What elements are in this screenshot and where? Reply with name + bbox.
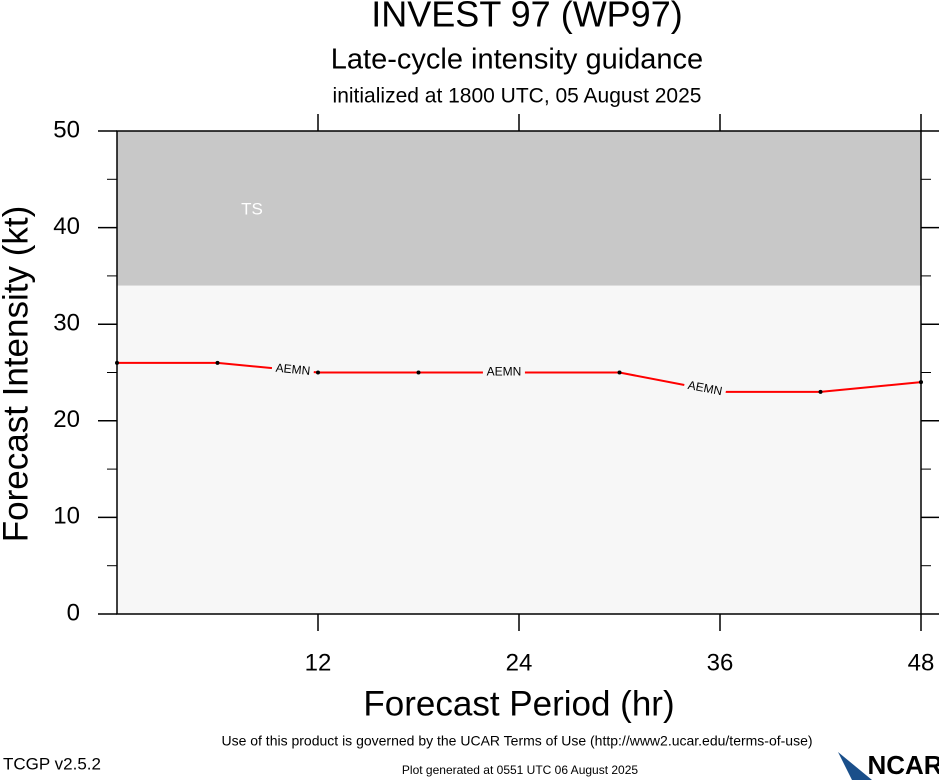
series-label-group: AEMN: [482, 365, 525, 380]
series-label-bg: [682, 378, 727, 400]
generated-text: Plot generated at 0551 UTC 06 August 202…: [402, 763, 638, 777]
series-point: [617, 370, 622, 375]
series-label: AEMN: [687, 378, 724, 398]
series-label: AEMN: [275, 361, 311, 378]
series-point: [416, 370, 421, 375]
x-tick-label: 12: [305, 649, 332, 676]
x-axis-title: Forecast Period (hr): [363, 684, 674, 723]
terms-text: Use of this product is governed by the U…: [221, 733, 812, 749]
series-label-bg: [271, 361, 315, 380]
series-point: [818, 389, 823, 394]
chart-title: INVEST 97 (WP97): [371, 0, 682, 35]
logo-text: NCAR: [867, 750, 939, 780]
series-label: AEMN: [487, 365, 522, 379]
y-tick-label: 0: [67, 599, 80, 626]
chart-subtitle: Late-cycle intensity guidance: [331, 44, 703, 76]
logo: NCAR: [838, 750, 939, 780]
y-axis-title: Forecast Intensity (kt): [0, 206, 35, 542]
logo-mark: [838, 752, 872, 780]
x-tick-label: 24: [506, 649, 533, 676]
y-tick-label: 30: [53, 310, 80, 337]
y-tick-label: 20: [53, 406, 80, 433]
version-text: TCGP v2.5.2: [3, 754, 101, 773]
y-tick-label: 10: [53, 503, 80, 530]
series-label-group: AEMN: [271, 361, 315, 380]
intensity-band: [117, 131, 921, 286]
series-point: [316, 370, 320, 375]
series-point: [215, 360, 220, 365]
y-tick-label: 40: [53, 213, 80, 240]
x-tick-label: 36: [707, 649, 734, 676]
series-label-group: AEMN: [682, 378, 727, 400]
band-label: TS: [241, 199, 263, 218]
series-label-bg: [482, 365, 525, 380]
x-tick-label: 48: [908, 649, 935, 676]
init-text: initialized at 1800 UTC, 05 August 2025: [333, 85, 702, 108]
y-tick-label: 50: [53, 116, 80, 143]
